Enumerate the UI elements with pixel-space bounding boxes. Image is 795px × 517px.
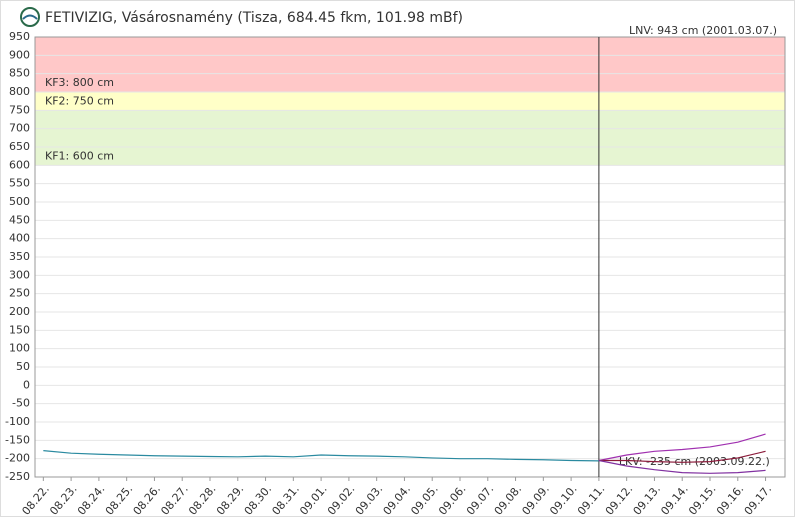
y-tick-label: 350 bbox=[9, 250, 30, 263]
y-tick-label: 600 bbox=[9, 158, 30, 171]
band-label: KF3: 800 cm bbox=[45, 76, 114, 89]
y-tick-label: -250 bbox=[5, 470, 30, 483]
y-tick-label: -200 bbox=[5, 452, 30, 465]
logo bbox=[20, 7, 40, 27]
series-line bbox=[598, 459, 766, 474]
chart-title: FETIVIZIG, Vásárosnamény (Tisza, 684.45 … bbox=[45, 10, 463, 26]
y-tick-label: 400 bbox=[9, 232, 30, 245]
series-line bbox=[598, 450, 766, 463]
y-tick-label: -100 bbox=[5, 415, 30, 428]
y-tick-label: -50 bbox=[12, 397, 30, 410]
y-tick-label: 150 bbox=[9, 323, 30, 336]
y-tick-label: 50 bbox=[16, 360, 30, 373]
y-tick-label: 750 bbox=[9, 103, 30, 116]
threshold-band bbox=[35, 92, 785, 111]
y-tick-label: 500 bbox=[9, 195, 30, 208]
y-tick-label: 450 bbox=[9, 213, 30, 226]
band-label: KF1: 600 cm bbox=[45, 149, 114, 162]
series-line bbox=[598, 433, 766, 462]
y-tick-label: -150 bbox=[5, 433, 30, 446]
y-tick-label: 700 bbox=[9, 122, 30, 135]
y-tick-label: 650 bbox=[9, 140, 30, 153]
series-line bbox=[43, 450, 599, 462]
y-tick-label: 900 bbox=[9, 48, 30, 61]
y-tick-label: 550 bbox=[9, 177, 30, 190]
threshold-band bbox=[35, 37, 785, 92]
plot-border bbox=[34, 36, 786, 478]
y-tick-label: 800 bbox=[9, 85, 30, 98]
y-tick-label: 300 bbox=[9, 268, 30, 281]
annotation-lnv: LNV: 943 cm (2001.03.07.) bbox=[629, 24, 777, 37]
band-label: KF2: 750 cm bbox=[45, 94, 114, 107]
y-tick-label: 100 bbox=[9, 342, 30, 355]
y-tick-label: 250 bbox=[9, 287, 30, 300]
y-tick-label: 850 bbox=[9, 67, 30, 80]
y-tick-label: 0 bbox=[23, 378, 30, 391]
y-tick-label: 950 bbox=[9, 30, 30, 43]
y-tick-label: 200 bbox=[9, 305, 30, 318]
threshold-band bbox=[35, 110, 785, 166]
